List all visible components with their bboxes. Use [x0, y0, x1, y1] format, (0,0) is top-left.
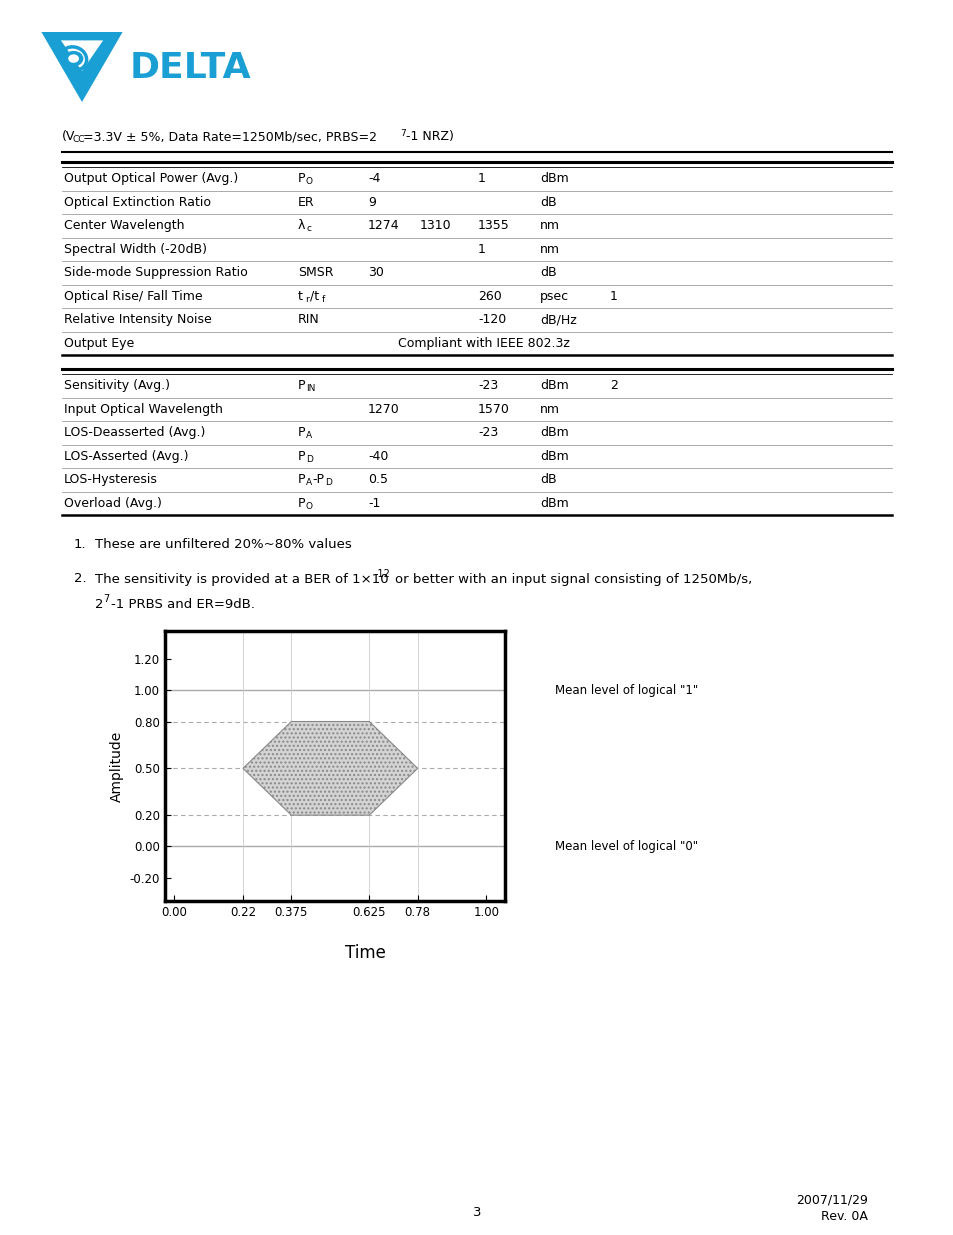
Text: dB: dB [539, 267, 556, 279]
Text: -40: -40 [368, 450, 388, 463]
Text: P: P [297, 426, 305, 440]
Text: -1: -1 [368, 496, 380, 510]
Text: Relative Intensity Noise: Relative Intensity Noise [64, 314, 212, 326]
Text: nm: nm [539, 403, 559, 416]
Text: Rev. 0A: Rev. 0A [821, 1209, 867, 1223]
Text: D: D [325, 478, 332, 488]
Text: -P: -P [312, 473, 324, 487]
Text: P: P [297, 473, 305, 487]
Text: 7: 7 [103, 594, 110, 604]
Text: D: D [306, 454, 313, 464]
Text: -23: -23 [477, 379, 497, 393]
Text: -23: -23 [477, 426, 497, 440]
Text: nm: nm [539, 220, 559, 232]
Text: Mean level of logical "0": Mean level of logical "0" [555, 840, 698, 853]
Text: 2007/11/29: 2007/11/29 [796, 1193, 867, 1207]
Text: 1355: 1355 [477, 220, 509, 232]
Text: CC: CC [73, 135, 86, 144]
Text: dBm: dBm [539, 496, 568, 510]
Text: Optical Rise/ Fall Time: Optical Rise/ Fall Time [64, 290, 202, 303]
Text: (V: (V [62, 130, 75, 143]
Text: 1: 1 [477, 172, 485, 185]
Text: dBm: dBm [539, 172, 568, 185]
Text: RIN: RIN [297, 314, 319, 326]
Text: 0.5: 0.5 [368, 473, 388, 487]
Ellipse shape [68, 54, 79, 63]
Text: dB: dB [539, 196, 556, 209]
Text: =3.3V ± 5%, Data Rate=1250Mb/sec, PRBS=2: =3.3V ± 5%, Data Rate=1250Mb/sec, PRBS=2 [83, 130, 376, 143]
Text: 1570: 1570 [477, 403, 509, 416]
Polygon shape [41, 32, 123, 103]
Text: dBm: dBm [539, 450, 568, 463]
Text: Output Optical Power (Avg.): Output Optical Power (Avg.) [64, 172, 238, 185]
Text: -120: -120 [477, 314, 506, 326]
Text: 2: 2 [609, 379, 618, 393]
Text: 1310: 1310 [419, 220, 451, 232]
Text: Sensitivity (Avg.): Sensitivity (Avg.) [64, 379, 170, 393]
Text: Output Eye: Output Eye [64, 337, 134, 350]
Text: LOS-Asserted (Avg.): LOS-Asserted (Avg.) [64, 450, 189, 463]
Text: -1 NRZ): -1 NRZ) [406, 130, 454, 143]
Text: nm: nm [539, 243, 559, 256]
Text: 1: 1 [477, 243, 485, 256]
Text: P: P [297, 379, 305, 393]
Text: Time: Time [344, 944, 385, 962]
Text: 3: 3 [473, 1205, 480, 1219]
Text: Compliant with IEEE 802.3z: Compliant with IEEE 802.3z [397, 337, 569, 350]
Text: 1270: 1270 [368, 403, 399, 416]
Text: 2.: 2. [74, 573, 87, 585]
Text: dBm: dBm [539, 426, 568, 440]
Text: λ: λ [297, 220, 305, 232]
Text: 9: 9 [368, 196, 375, 209]
Text: Overload (Avg.): Overload (Avg.) [64, 496, 162, 510]
Text: 1.: 1. [74, 538, 87, 552]
Text: or better with an input signal consisting of 1250Mb/s,: or better with an input signal consistin… [395, 573, 752, 585]
Text: 1: 1 [609, 290, 618, 303]
Text: Spectral Width (-20dB): Spectral Width (-20dB) [64, 243, 207, 256]
Text: 1274: 1274 [368, 220, 399, 232]
Text: SMSR: SMSR [297, 267, 334, 279]
Text: t: t [297, 290, 302, 303]
Y-axis label: Amplitude: Amplitude [111, 730, 124, 802]
Text: dBm: dBm [539, 379, 568, 393]
Text: -1 PRBS and ER=9dB.: -1 PRBS and ER=9dB. [111, 598, 254, 610]
Text: O: O [306, 178, 313, 186]
Text: P: P [297, 450, 305, 463]
Text: O: O [306, 501, 313, 511]
Text: A: A [306, 478, 312, 488]
Text: 2: 2 [95, 598, 103, 610]
Text: Mean level of logical "1": Mean level of logical "1" [555, 684, 698, 697]
Text: LOS-Hysteresis: LOS-Hysteresis [64, 473, 157, 487]
Text: LOS-Deasserted (Avg.): LOS-Deasserted (Avg.) [64, 426, 205, 440]
Text: f: f [322, 295, 325, 304]
Text: These are unfiltered 20%~80% values: These are unfiltered 20%~80% values [95, 538, 352, 552]
Text: A: A [306, 431, 312, 440]
Text: 30: 30 [368, 267, 383, 279]
Text: Input Optical Wavelength: Input Optical Wavelength [64, 403, 223, 416]
Ellipse shape [64, 51, 83, 67]
Polygon shape [61, 41, 103, 72]
Text: The sensitivity is provided at a BER of 1×10: The sensitivity is provided at a BER of … [95, 573, 388, 585]
Text: ER: ER [297, 196, 314, 209]
Text: r: r [305, 295, 309, 304]
Text: psec: psec [539, 290, 569, 303]
Text: Center Wavelength: Center Wavelength [64, 220, 184, 232]
Polygon shape [243, 721, 417, 815]
Text: 260: 260 [477, 290, 501, 303]
Text: -4: -4 [368, 172, 380, 185]
Text: DELTA: DELTA [130, 52, 251, 85]
Text: c: c [307, 225, 312, 233]
Text: P: P [297, 172, 305, 185]
Text: Side-mode Suppression Ratio: Side-mode Suppression Ratio [64, 267, 248, 279]
Text: dB: dB [539, 473, 556, 487]
Text: dB/Hz: dB/Hz [539, 314, 577, 326]
Text: IN: IN [306, 384, 315, 393]
Text: 7: 7 [399, 128, 405, 138]
Text: Optical Extinction Ratio: Optical Extinction Ratio [64, 196, 211, 209]
Text: P: P [297, 496, 305, 510]
Text: -12: -12 [375, 569, 391, 579]
Text: /t: /t [310, 290, 319, 303]
